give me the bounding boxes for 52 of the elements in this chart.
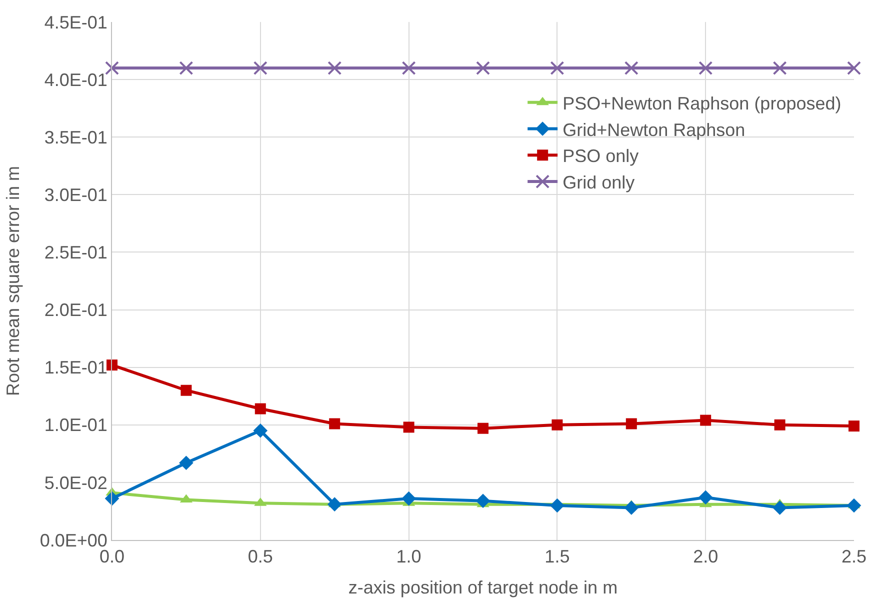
y-tick-label: 2.0E-01	[44, 300, 108, 320]
y-tick-label: 1.0E-01	[44, 415, 108, 436]
point	[698, 61, 713, 76]
y-axis-title: Root mean square error in m	[3, 166, 24, 396]
legend-label: Grid+Newton Raphson	[562, 120, 746, 140]
point	[478, 422, 488, 434]
x-tick-label: 2.5	[841, 546, 867, 567]
point	[847, 61, 861, 76]
y-tick-label: 4.0E-01	[44, 70, 108, 90]
x-tick-label: 0.5	[248, 546, 273, 567]
point	[700, 414, 712, 426]
y-tick-label: 1.5E-01	[44, 358, 108, 378]
x-tick-label: 1.5	[544, 546, 570, 567]
point	[106, 360, 118, 371]
legend-label: PSO only	[562, 146, 639, 166]
point	[552, 419, 563, 430]
y-tick-label: 2.5E-01	[44, 242, 108, 263]
point	[105, 61, 119, 76]
y-tick-label: 3.5E-01	[44, 127, 108, 148]
point	[476, 494, 490, 508]
point	[626, 418, 637, 430]
legend-label: Grid only	[562, 172, 635, 193]
point	[403, 422, 414, 433]
point	[180, 384, 192, 396]
point	[550, 498, 564, 513]
x-axis-title: z-axis position of target node in m	[348, 578, 618, 598]
y-tick-label: 4.5E-01	[44, 12, 108, 32]
point	[774, 419, 786, 430]
point	[328, 61, 342, 76]
point	[772, 61, 787, 76]
point	[327, 497, 342, 512]
point	[772, 500, 787, 515]
point	[254, 403, 266, 414]
y-tick-label: 5.0E-02	[44, 472, 108, 493]
point	[253, 61, 268, 76]
legend-label: PSO+Newton Raphson (proposed)	[562, 93, 842, 114]
point	[476, 61, 490, 76]
point	[624, 500, 639, 515]
point	[179, 61, 194, 76]
point	[402, 61, 416, 76]
point	[846, 498, 862, 513]
point	[253, 423, 268, 438]
point	[550, 61, 564, 76]
y-tick-label: 3.0E-01	[44, 184, 108, 205]
x-tick-label: 2.0	[693, 546, 718, 567]
point	[329, 418, 340, 430]
point	[402, 491, 416, 506]
x-tick-label: 1.0	[396, 546, 422, 567]
point	[624, 61, 638, 76]
point	[179, 456, 194, 470]
point	[698, 490, 713, 505]
point	[848, 420, 860, 432]
